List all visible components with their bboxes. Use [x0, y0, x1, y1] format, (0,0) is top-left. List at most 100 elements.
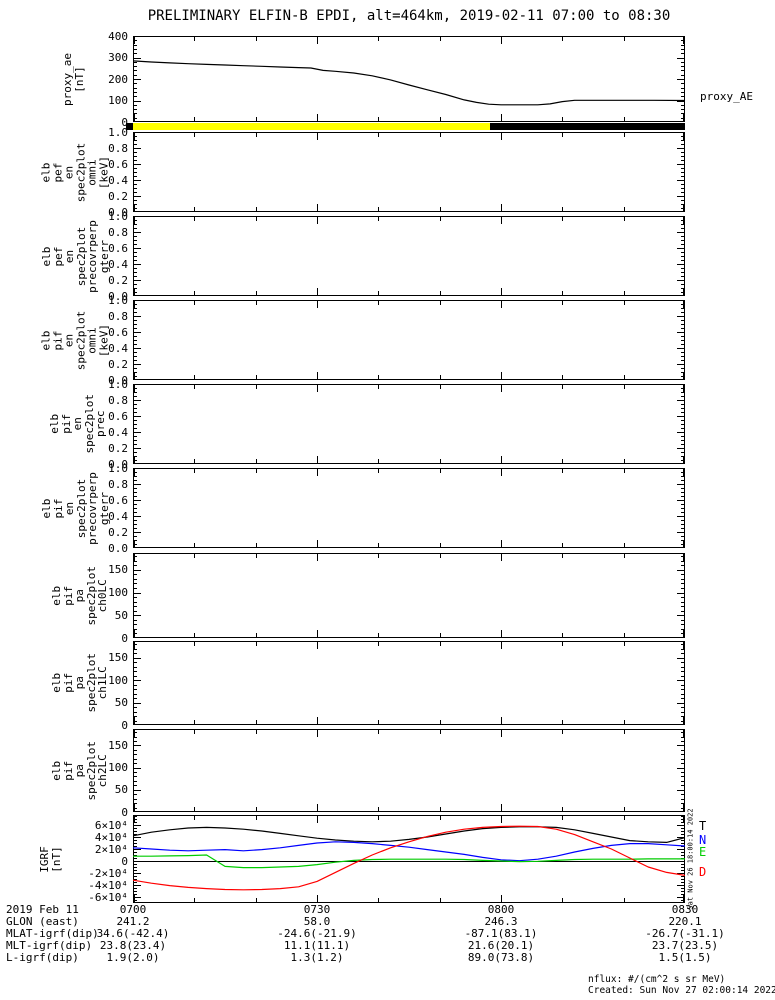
series-line-proxy_AE [133, 60, 685, 106]
y-tick-label: 200 [108, 72, 128, 86]
panel-elb_pif_en_spec2plot_prec [133, 384, 685, 464]
y-tick-label: 50 [114, 608, 128, 622]
y-tick-label: 0.2 [108, 357, 128, 371]
y-tick-label: 0 [121, 115, 128, 129]
y-tick-label: 0.6 [108, 157, 128, 171]
footer-value: 23.8(23.4) [99, 939, 167, 952]
panel-elb_pif_pa_spec2plot_ch1LC [133, 641, 685, 725]
proxy-ae-variable-label: proxy_AE [700, 90, 753, 103]
y-tick-label: 0.4 [108, 341, 128, 355]
y-tick-label: 0.6 [108, 409, 128, 423]
igrf-legend-D: D [699, 865, 707, 879]
footer-value: -87.1(83.1) [464, 927, 538, 940]
y-tick-label: 50 [114, 783, 128, 797]
y-tick-label: 6×10⁴ [94, 818, 128, 832]
series-line-D [133, 825, 685, 891]
y-tick-label: 1.0 [108, 293, 128, 307]
y-tick-label: 100 [108, 586, 128, 600]
series-line-N [133, 841, 685, 862]
footer-value: -24.6(-21.9) [277, 927, 357, 940]
panel-elb_pif_en_spec2plot_precovrperp_gterr [133, 468, 685, 548]
footer-row-label-1: GLON (east) [6, 915, 79, 928]
y-tick-label: 0 [121, 805, 128, 819]
y-tick-label: 0.8 [108, 477, 128, 491]
y-tick-label: 0 [121, 718, 128, 732]
panel-igrf [133, 815, 685, 903]
science-zone-segment-1 [133, 123, 491, 130]
y-tick-label: 0.0 [108, 541, 128, 555]
footer-value: 34.6(-42.4) [96, 927, 170, 940]
y-tick-label: 0.6 [108, 325, 128, 339]
igrf-legend-T: T [699, 819, 707, 833]
footer-value: 1.3(1.2) [290, 951, 344, 964]
science-zone-bar-start-cap [126, 123, 133, 130]
y-tick-label: 0.0 [108, 289, 128, 303]
footer-value: 241.2 [116, 915, 150, 928]
side-timestamp: Sat Nov 26 18:00:14 2022 [687, 808, 695, 910]
y-tick-label: 0.8 [108, 393, 128, 407]
y-tick-label: 0.2 [108, 189, 128, 203]
y-tick-label: 1.0 [108, 209, 128, 223]
footer-row-label-3: MLT-igrf(dip) [6, 939, 93, 952]
footer-value: 23.7(23.5) [651, 939, 719, 952]
footer-value: 11.1(11.1) [283, 939, 351, 952]
panel-proxy_ae [133, 36, 685, 122]
y-tick-label: 100 [108, 673, 128, 687]
footer-value: 246.3 [484, 915, 518, 928]
x-tick-label: 0700 [119, 903, 147, 916]
y-tick-label: 1.0 [108, 461, 128, 475]
x-tick-label: 0830 [671, 903, 699, 916]
y-tick-label: 100 [108, 94, 128, 107]
x-tick-label: 0730 [303, 903, 331, 916]
y-tick-label: 0.0 [108, 205, 128, 219]
y-tick-label: -4×10⁴ [88, 878, 128, 892]
series-line-E [133, 854, 685, 869]
y-tick-label: 0.4 [108, 425, 128, 439]
igrf-legend-E: E [699, 845, 707, 859]
series-line-T [133, 826, 685, 843]
y-tick-label: 400 [108, 29, 128, 43]
panel-elb_pef_en_spec2plot_omni [133, 132, 685, 212]
y-tick-label: 0.0 [108, 457, 128, 471]
y-tick-label: 150 [108, 651, 128, 665]
panel-elb_pif_pa_spec2plot_ch0LC [133, 553, 685, 638]
y-tick-label: 0.2 [108, 273, 128, 287]
footer-row-label-0: 2019 Feb 11 [6, 903, 79, 916]
y-tick-label: 0.8 [108, 309, 128, 323]
y-tick-label: 0.8 [108, 225, 128, 239]
footer-value: 220.1 [668, 915, 702, 928]
y-tick-label: 0.6 [108, 493, 128, 507]
x-tick-label: 0800 [487, 903, 515, 916]
y-tick-label: -6×10⁴ [88, 890, 128, 904]
y-tick-label: 0.8 [108, 141, 128, 155]
y-tick-label: 0.4 [108, 509, 128, 523]
created-timestamp: Created: Sun Nov 27 02:00:14 2022 [588, 985, 775, 996]
nflux-units-note: nflux: #/(cm^2 s sr MeV) [588, 974, 726, 985]
y-tick-label: 1.0 [108, 125, 128, 139]
footer-value: 1.9(2.0) [106, 951, 160, 964]
y-tick-label: 100 [108, 761, 128, 775]
footer-value: 1.5(1.5) [658, 951, 712, 964]
footer-value: 21.6(20.1) [467, 939, 535, 952]
y-tick-label: 0.4 [108, 173, 128, 187]
y-tick-label: 0.4 [108, 257, 128, 271]
y-tick-label: 0.0 [108, 373, 128, 387]
y-tick-label: 0.2 [108, 441, 128, 455]
y-tick-label: 0 [121, 854, 128, 868]
y-tick-label: 2×10⁴ [94, 842, 128, 856]
y-tick-label: 0.2 [108, 525, 128, 539]
y-tick-label: 50 [114, 696, 128, 710]
footer-value: -26.7(-31.1) [645, 927, 725, 940]
y-tick-label: 0 [121, 631, 128, 645]
y-tick-label: 1.0 [108, 377, 128, 391]
y-tick-label: 0.6 [108, 241, 128, 255]
footer-row-label-2: MLAT-igrf(dip) [6, 927, 99, 940]
y-tick-label: 4×10⁴ [94, 830, 128, 844]
panel-elb_pif_pa_spec2plot_ch2LC [133, 729, 685, 812]
y-tick-label: 150 [108, 738, 128, 752]
y-tick-label: 150 [108, 563, 128, 577]
plot-title: PRELIMINARY ELFIN-B EPDI, alt=464km, 201… [147, 8, 671, 24]
panel-elb_pef_en_spec2plot_precovrperp_gterr [133, 216, 685, 296]
panel-elb_pif_en_spec2plot_omni [133, 300, 685, 380]
